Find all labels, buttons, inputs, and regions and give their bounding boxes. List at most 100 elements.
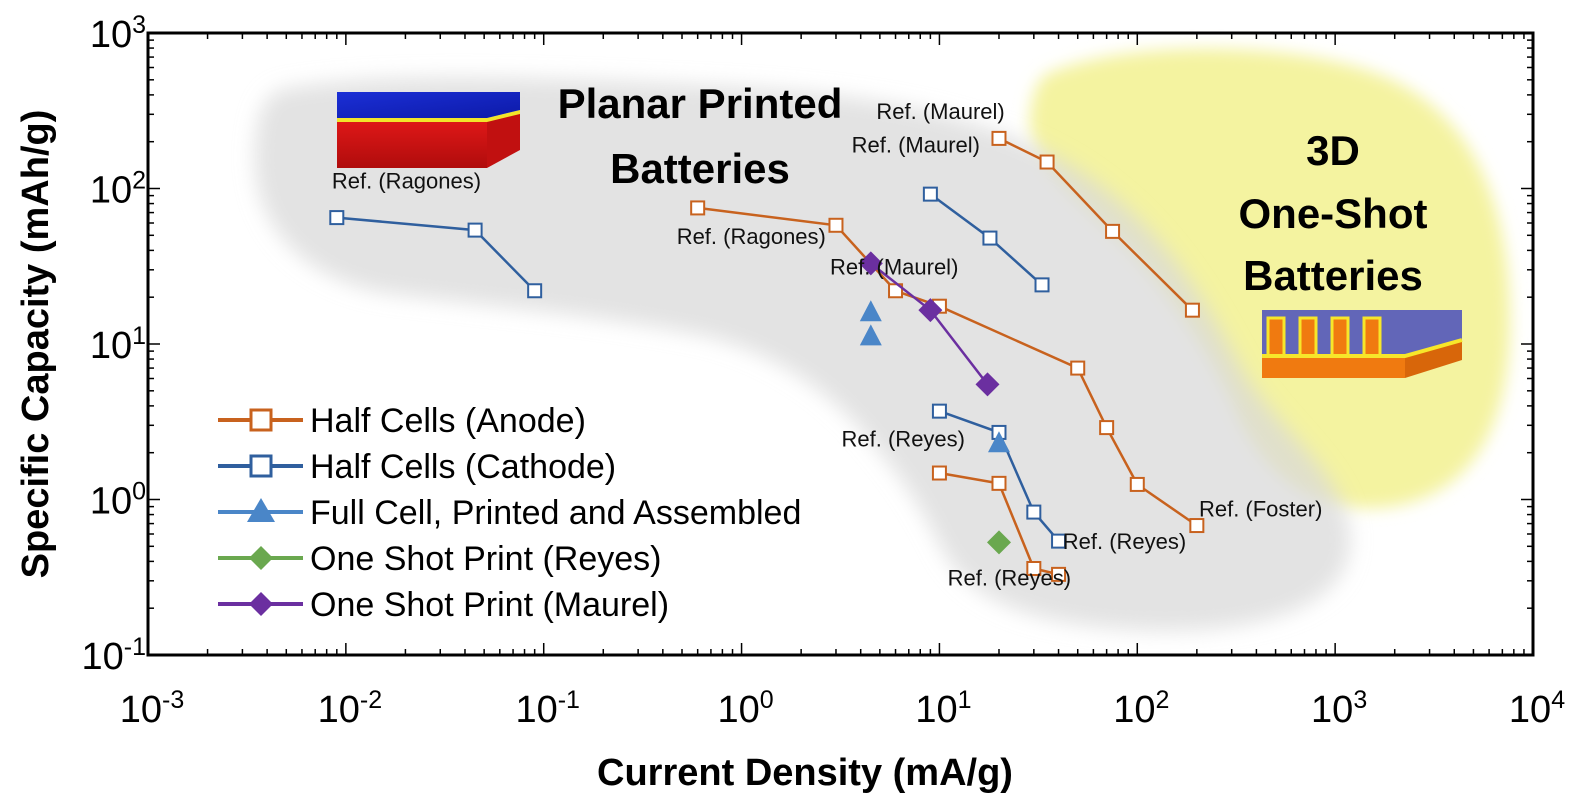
legend-marker (247, 498, 275, 522)
data-point (991, 130, 1007, 146)
data-point (1189, 518, 1205, 534)
x-tick-label: 100 (717, 686, 773, 731)
data-point (1026, 560, 1042, 576)
axis-ticks (147, 33, 1533, 656)
legend-item: Full Cell, Printed and Assembled (218, 494, 801, 532)
data-point (986, 530, 1011, 555)
legend-item: One Shot Print (Reyes) (218, 540, 661, 578)
region-3d-shape (1029, 48, 1510, 509)
3d-battery-yellow-border (1262, 338, 1463, 358)
data-point (1051, 533, 1067, 549)
axis-tick-labels: 10-3 10-2 10-1 100 101 102 103 104 10-1 100 101 102… (81, 11, 1565, 731)
data-point (527, 283, 543, 299)
legend: Half Cells (Anode) Half Cells (Cathode) Fu… (218, 402, 801, 624)
data-point (931, 465, 947, 481)
y-tick-label: 102 (90, 167, 146, 212)
data-point (329, 210, 345, 226)
series-line (939, 471, 1059, 576)
ref-annotation: Ref. (Maurel) (876, 99, 1004, 124)
ref-annotation: Ref. (Maurel) (830, 254, 958, 279)
3d-battery-fingers (1266, 316, 1382, 356)
series-group (991, 130, 1200, 318)
x-tick-label: 10-2 (318, 686, 383, 731)
data-point (1070, 360, 1086, 376)
data-point (1034, 277, 1050, 293)
ref-annotation: Ref. (Ragones) (332, 169, 481, 194)
data-point (858, 251, 883, 276)
planar-battery-yellow-edge (337, 110, 520, 122)
region-planar-background (255, 77, 1351, 631)
x-tick-label: 103 (1311, 686, 1367, 731)
series-layer (329, 130, 1205, 582)
region-planar-label-line-1: Planar Printed (558, 80, 843, 127)
region-3d-label-line-3: Batteries (1243, 252, 1423, 299)
annotation-layer: Ref. (Ragones)Ref. (Ragones)Ref. (Maurel… (332, 99, 1323, 590)
series-line (938, 409, 1060, 542)
data-point (859, 300, 882, 322)
legend-marker (249, 592, 273, 616)
ref-annotation: Ref. (Ragones) (677, 224, 826, 249)
data-point (1184, 302, 1200, 318)
data-point (690, 200, 706, 216)
y-tick-label: 10-1 (81, 633, 146, 678)
data-point (987, 431, 1010, 453)
y-tick-label: 103 (90, 11, 146, 56)
series-group (858, 251, 1000, 397)
data-point (859, 324, 882, 346)
region-3d-background (1029, 48, 1510, 509)
region-planar-label-line-2: Batteries (610, 145, 790, 192)
x-tick-label: 10-3 (120, 686, 185, 731)
data-point (975, 372, 1000, 397)
series-line (998, 137, 1194, 312)
series-group (986, 530, 1011, 555)
legend-marker (249, 408, 273, 432)
data-point (1099, 420, 1115, 436)
x-tick-label: 101 (915, 686, 971, 731)
region-3d-label-line-1: 3D (1306, 127, 1360, 174)
legend-item: One Shot Print (Maurel) (218, 586, 669, 624)
legend-label: One Shot Print (Maurel) (310, 586, 669, 624)
series-group (931, 465, 1067, 582)
y-axis-label: Specific Capacity (mAh/g) (15, 110, 57, 579)
legend-marker (249, 546, 273, 570)
ref-annotation: Ref. (Reyes) (1063, 529, 1186, 554)
planar-battery-red-side (487, 112, 520, 168)
data-point (828, 217, 844, 233)
planar-battery-red-front (337, 120, 487, 168)
3d-battery-base-front (1262, 356, 1405, 378)
legend-item: Half Cells (Cathode) (218, 448, 616, 486)
legend-label: One Shot Print (Reyes) (310, 540, 661, 578)
data-point (918, 298, 943, 323)
y-tick-label: 101 (90, 322, 146, 367)
planar-battery-illustration (337, 92, 520, 168)
legend-label: Full Cell, Printed and Assembled (310, 494, 801, 532)
data-point (1026, 504, 1042, 520)
3d-battery-illustration (1262, 310, 1463, 378)
ref-annotation: Ref. (Reyes) (842, 426, 965, 451)
region-planar-label: Planar Printed Batteries (558, 80, 843, 192)
series-group (859, 300, 1010, 453)
planar-battery-blue-top (337, 92, 520, 118)
x-axis-label: Current Density (mA/g) (597, 752, 1013, 794)
legend-label: Half Cells (Cathode) (310, 448, 616, 486)
region-planar-shape (255, 77, 1351, 631)
data-point (982, 230, 998, 246)
legend-item: Half Cells (Anode) (218, 402, 586, 440)
data-point (1129, 476, 1145, 492)
data-point (467, 222, 483, 238)
series-group (329, 210, 543, 299)
series-group (922, 186, 1050, 293)
legend-label: Half Cells (Anode) (310, 402, 586, 440)
x-tick-label: 104 (1509, 686, 1565, 731)
3d-battery-base-side (1405, 340, 1462, 378)
data-point (922, 186, 938, 202)
ref-annotation: Ref. (Reyes) (948, 565, 1071, 590)
data-point (991, 475, 1007, 491)
data-point (1039, 154, 1055, 170)
region-3d-label: 3D One-Shot Batteries (1239, 127, 1428, 299)
data-point (931, 403, 947, 419)
x-tick-label: 10-1 (515, 686, 580, 731)
data-point (1051, 566, 1067, 582)
legend-marker (249, 454, 273, 478)
